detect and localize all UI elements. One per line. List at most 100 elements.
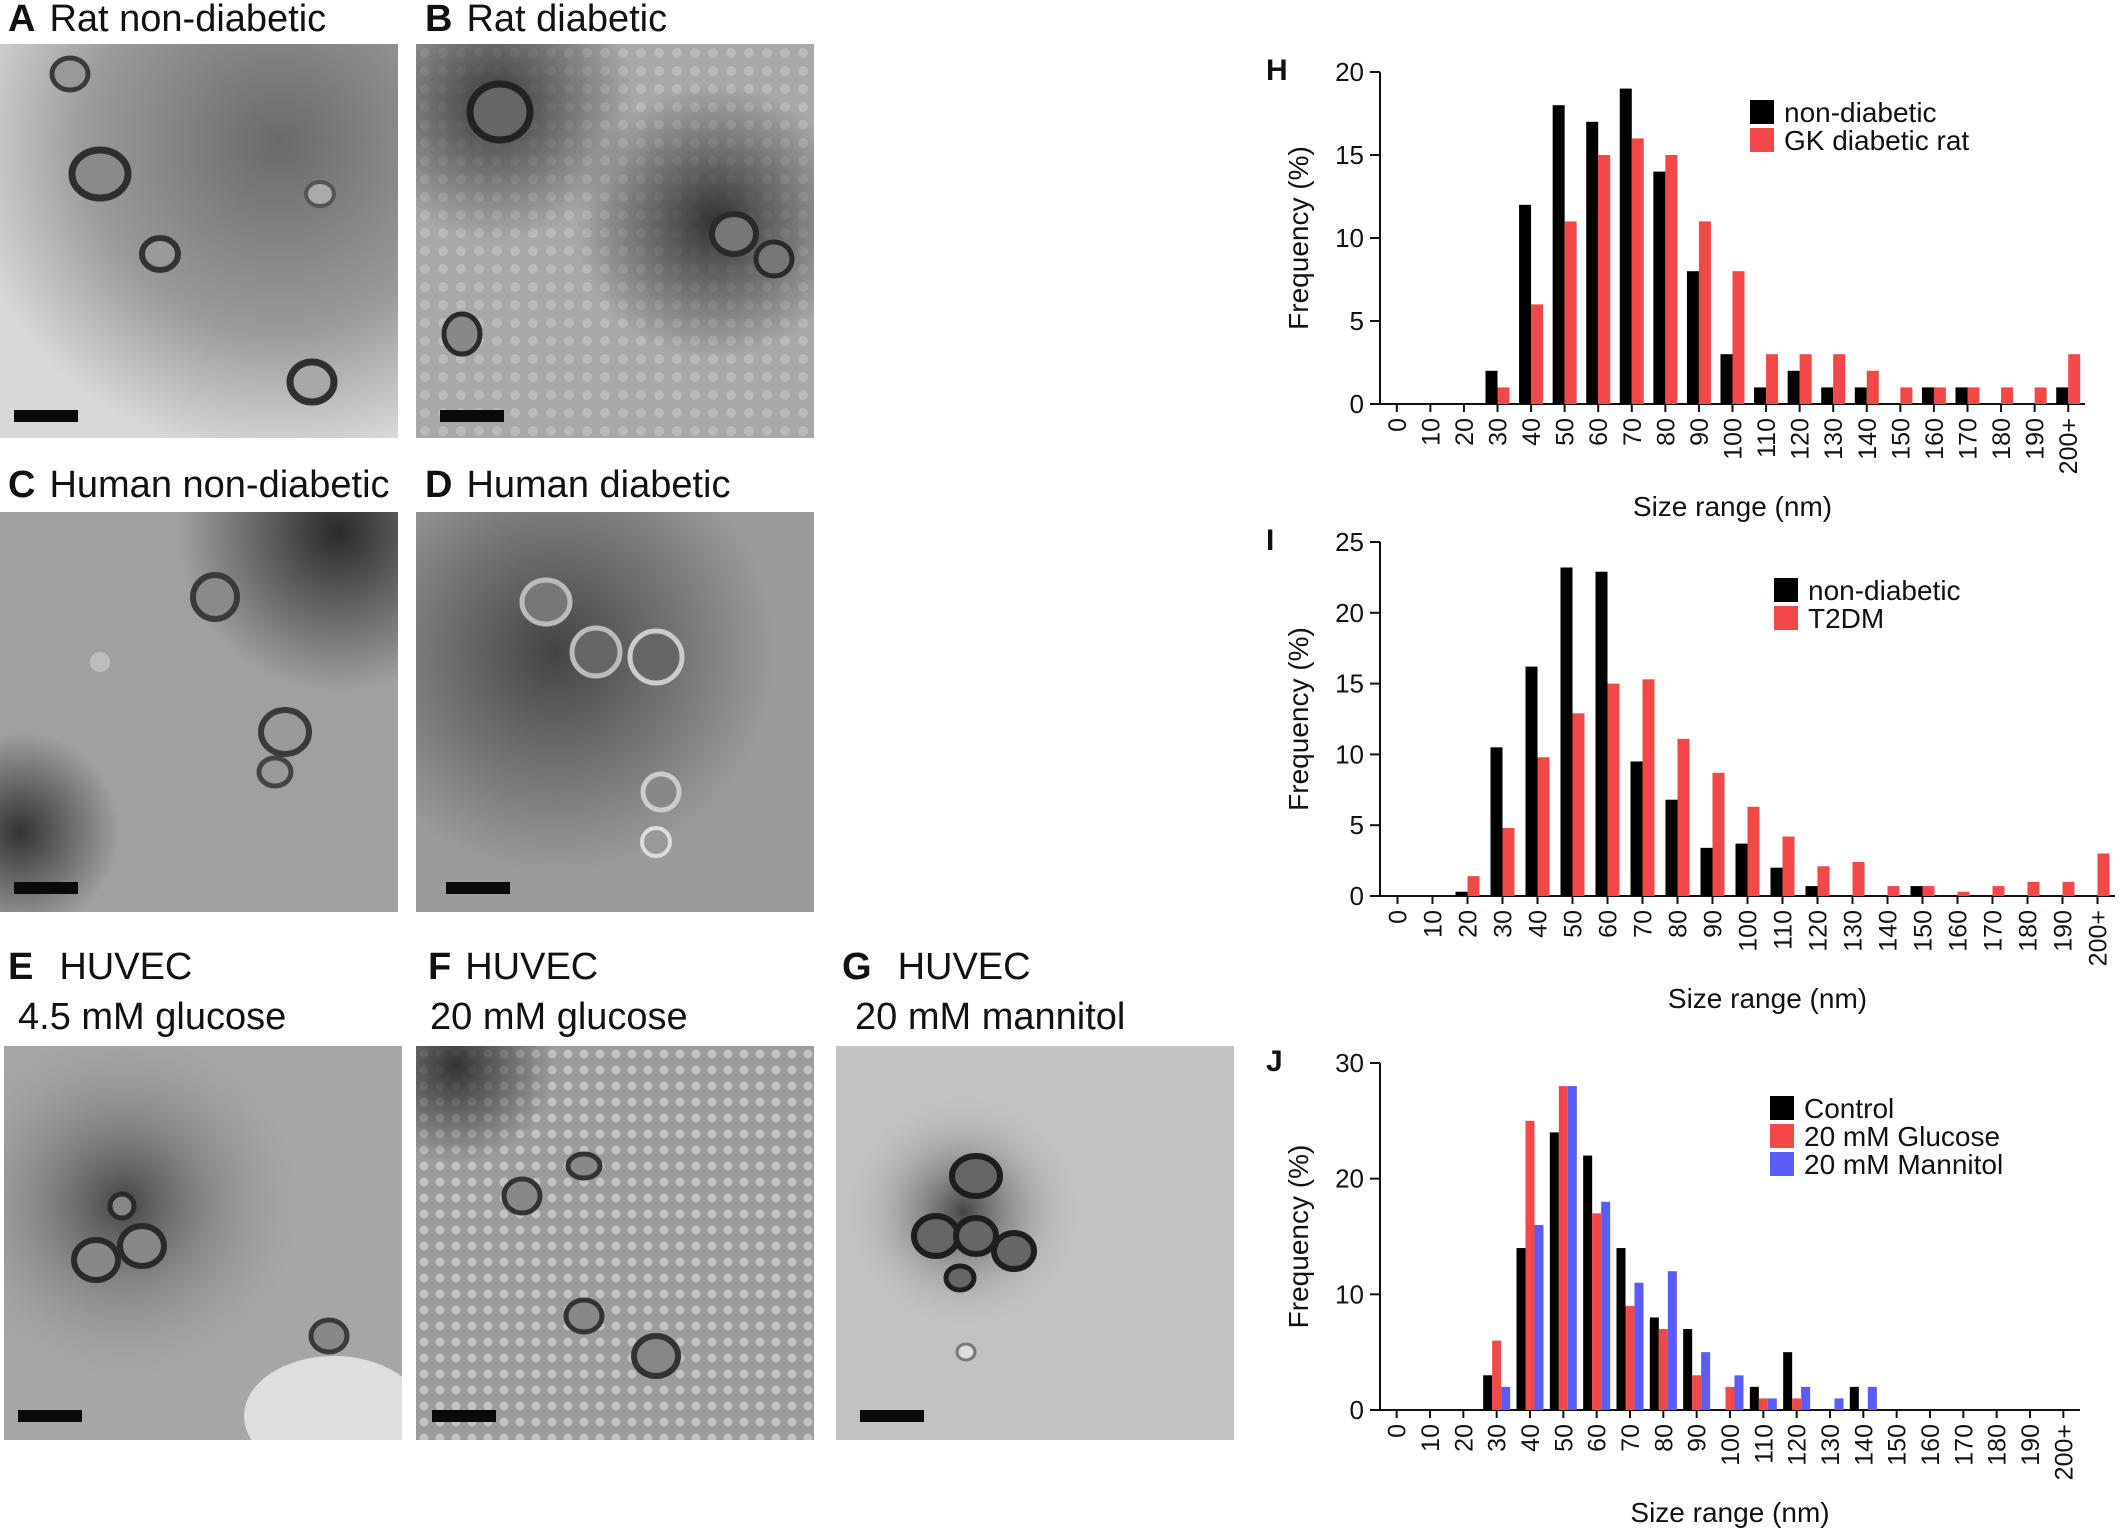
- bar-gk-diabetic-rat: [1497, 387, 1510, 404]
- panel-f-title: F HUVEC: [428, 948, 598, 986]
- bar-20-mm-glucose: [1558, 1086, 1568, 1410]
- scale-bar-g: [860, 1410, 924, 1422]
- legend-label: non-diabetic: [1784, 97, 1937, 128]
- panel-c-label: Human non-diabetic: [49, 464, 390, 506]
- x-tick-label: 110: [1753, 418, 1781, 458]
- scale-bar-c: [14, 882, 78, 894]
- legend-swatch: [1750, 128, 1774, 152]
- scale-bar-d: [446, 882, 510, 894]
- bar-gk-diabetic-rat: [1531, 304, 1544, 404]
- bar-non-diabetic: [1955, 387, 1968, 404]
- x-tick-label: 0: [1384, 418, 1412, 432]
- micrograph-a: [0, 44, 398, 438]
- bar-control: [1849, 1386, 1859, 1410]
- bar-non-diabetic: [1821, 387, 1834, 404]
- bar-t2dm: [1572, 713, 1585, 896]
- micrograph-e: [4, 1046, 402, 1440]
- bar-non-diabetic: [1754, 387, 1767, 404]
- bar-non-diabetic: [1519, 204, 1532, 404]
- legend-swatch: [1770, 1096, 1794, 1120]
- bar-gk-diabetic-rat: [1766, 354, 1779, 404]
- panel-e-label: HUVEC: [59, 946, 193, 988]
- bar-20-mm-mannitol: [1801, 1386, 1811, 1410]
- x-tick-label: 180: [2015, 910, 2043, 952]
- bar-gk-diabetic-rat: [1799, 354, 1812, 404]
- bar-20-mm-glucose: [1792, 1398, 1802, 1410]
- bar-non-diabetic: [2056, 387, 2069, 404]
- x-tick-label: 40: [1517, 1424, 1545, 1452]
- bar-gk-diabetic-rat: [1900, 387, 1913, 404]
- x-tick-label: 40: [1518, 418, 1546, 446]
- panel-b-label: Rat diabetic: [466, 0, 668, 40]
- x-tick-label: 30: [1490, 910, 1518, 938]
- legend-swatch: [1770, 1152, 1794, 1176]
- y-tick-label: 0: [1350, 389, 1364, 419]
- bar-20-mm-glucose: [1658, 1329, 1668, 1410]
- bar-control: [1516, 1248, 1526, 1410]
- bar-control: [1483, 1375, 1493, 1410]
- legend-label: T2DM: [1808, 603, 1884, 634]
- bar-non-diabetic: [1490, 747, 1503, 896]
- bar-non-diabetic: [1787, 370, 1800, 404]
- panel-g-title: G HUVEC: [842, 948, 1031, 986]
- y-tick-label: 5: [1350, 306, 1364, 336]
- bar-t2dm: [1502, 828, 1515, 896]
- x-tick-label: 130: [1840, 910, 1868, 952]
- x-tick-label: 110: [1750, 1424, 1778, 1464]
- bar-non-diabetic: [1921, 387, 1934, 404]
- panel-letter: J: [1266, 1045, 1283, 1078]
- bar-t2dm: [1712, 772, 1725, 896]
- x-tick-label: 160: [1921, 418, 1949, 460]
- y-tick-label: 5: [1350, 810, 1364, 840]
- bar-20-mm-mannitol: [1567, 1086, 1577, 1410]
- bar-20-mm-mannitol: [1501, 1386, 1511, 1410]
- x-tick-label: 20: [1450, 1424, 1478, 1452]
- x-tick-label: 70: [1630, 910, 1658, 938]
- bar-20-mm-mannitol: [1834, 1398, 1844, 1410]
- y-tick-label: 30: [1335, 1048, 1364, 1078]
- x-tick-label: 160: [1917, 1424, 1945, 1466]
- panel-e-subtitle: 4.5 mM glucose: [18, 996, 287, 1038]
- panel-f-subtitle: 20 mM glucose: [430, 996, 688, 1038]
- x-tick-label: 60: [1584, 1424, 1612, 1452]
- micrograph-c: [0, 512, 398, 912]
- panel-d-title: D Human diabetic: [425, 466, 731, 504]
- bar-t2dm: [1817, 866, 1830, 896]
- bar-gk-diabetic-rat: [1967, 387, 1980, 404]
- bar-non-diabetic: [1455, 891, 1468, 896]
- panel-letter: H: [1266, 54, 1288, 87]
- bar-gk-diabetic-rat: [2068, 354, 2081, 404]
- scale-bar-b: [440, 410, 504, 422]
- bar-t2dm: [1852, 862, 1865, 896]
- micrograph-f: [416, 1046, 814, 1440]
- y-tick-label: 20: [1335, 1164, 1364, 1194]
- bar-20-mm-glucose: [1625, 1305, 1635, 1410]
- bar-t2dm: [1957, 891, 1970, 896]
- bar-20-mm-mannitol: [1601, 1201, 1611, 1410]
- bar-control: [1583, 1155, 1593, 1410]
- bar-non-diabetic: [1552, 105, 1565, 404]
- bar-control: [1749, 1386, 1759, 1410]
- x-tick-label: 0: [1384, 1424, 1412, 1438]
- bar-non-diabetic: [1735, 843, 1748, 896]
- panel-a-title: A Rat non-diabetic: [8, 0, 326, 38]
- bar-non-diabetic: [1910, 886, 1923, 896]
- bar-t2dm: [1747, 806, 1760, 896]
- y-tick-label: 15: [1335, 140, 1364, 170]
- x-tick-label: 130: [1817, 1424, 1845, 1466]
- x-tick-label: 100: [1720, 418, 1748, 460]
- bar-gk-diabetic-rat: [1598, 155, 1611, 404]
- x-axis-label: Size range (nm): [1668, 983, 1867, 1014]
- x-tick-label: 80: [1652, 418, 1680, 446]
- x-tick-label: 0: [1385, 910, 1413, 924]
- bar-gk-diabetic-rat: [1933, 387, 1946, 404]
- x-tick-label: 50: [1550, 1424, 1578, 1452]
- legend-swatch: [1770, 1124, 1794, 1148]
- x-tick-label: 80: [1665, 910, 1693, 938]
- x-tick-label: 120: [1805, 910, 1833, 952]
- panel-c-letter: C: [8, 464, 36, 506]
- bar-gk-diabetic-rat: [1732, 271, 1745, 404]
- x-tick-label: 140: [1850, 1424, 1878, 1466]
- legend-swatch: [1774, 606, 1798, 630]
- x-tick-label: 10: [1417, 418, 1445, 446]
